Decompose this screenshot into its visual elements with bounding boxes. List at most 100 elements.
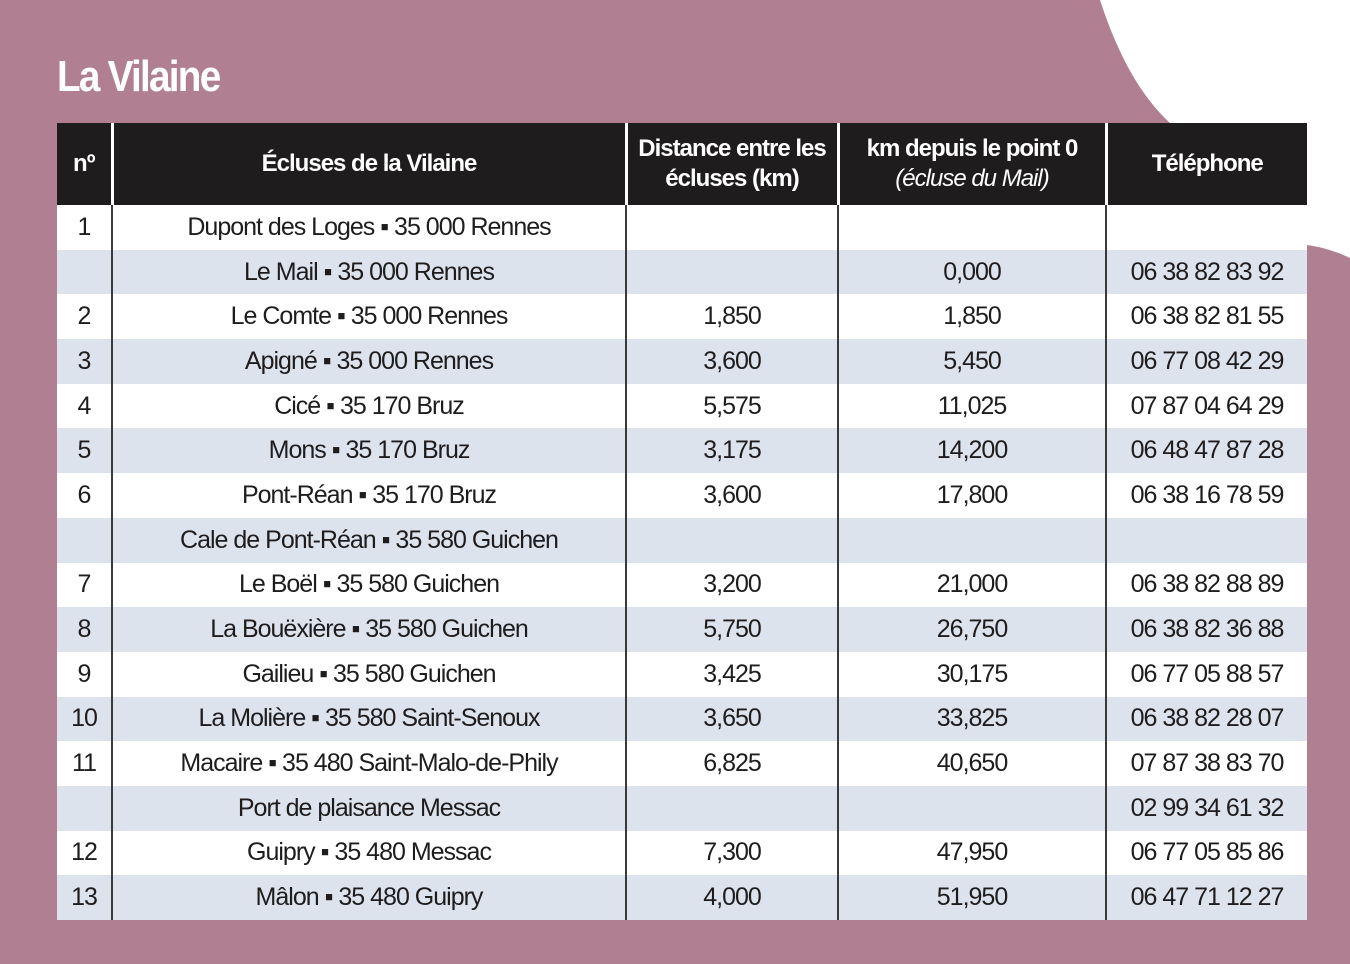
table-cell: 6,825: [625, 741, 838, 786]
table-cell: 06 48 47 87 28: [1105, 428, 1307, 474]
table-row: 9 Gailieu ▪ 35 580 Guichen 3,425 30,175 06 7…: [57, 651, 1307, 697]
table-cell: 33,825: [837, 696, 1106, 742]
table-cell: La Bouëxière ▪ 35 580 Guichen: [111, 607, 626, 652]
table-row: Port de plaisance Messac 02 99 34 61 32: [57, 785, 1307, 831]
empty-cell: [57, 517, 112, 563]
column-header: nº: [57, 123, 112, 205]
table-cell: Le Comte ▪ 35 000 Rennes: [111, 294, 626, 340]
empty-cell: [1105, 205, 1307, 250]
table-body: 1 Dupont des Loges ▪ 35 000 Rennes Le Mail…: [57, 205, 1307, 920]
table-cell: 7,300: [625, 830, 838, 876]
table-cell: 5: [57, 428, 112, 474]
table-cell: 3,600: [625, 473, 838, 518]
table-row: 2 Le Comte ▪ 35 000 Rennes 1,850 1,850 06 38…: [57, 294, 1307, 340]
table-cell: 07 87 38 83 70: [1105, 741, 1307, 786]
empty-cell: [837, 785, 1106, 831]
table-row: 7 Le Boël ▪ 35 580 Guichen 3,200 21,000 06 3…: [57, 562, 1307, 608]
empty-cell: [625, 249, 838, 295]
table-cell: 47,950: [837, 830, 1106, 876]
table-cell: Dupont des Loges ▪ 35 000 Rennes: [111, 205, 626, 250]
table-cell: 7: [57, 562, 112, 608]
table-row: 6 Pont-Réan ▪ 35 170 Bruz 3,600 17,800 06 38…: [57, 473, 1307, 518]
table-cell: Port de plaisance Messac: [111, 785, 626, 831]
table-cell: 21,000: [837, 562, 1106, 608]
table-cell: 51,950: [837, 875, 1106, 920]
table-cell: Cicé ▪ 35 170 Bruz: [111, 383, 626, 429]
table-cell: 13: [57, 875, 112, 920]
empty-cell: [57, 785, 112, 831]
table-cell: Le Boël ▪ 35 580 Guichen: [111, 562, 626, 608]
table-cell: 06 38 82 28 07: [1105, 696, 1307, 742]
table-cell: 5,450: [837, 339, 1106, 384]
table-cell: Macaire ▪ 35 480 Saint-Malo-de-Phily: [111, 741, 626, 786]
table-cell: 06 38 82 83 92: [1105, 249, 1307, 295]
empty-cell: [625, 205, 838, 250]
table-cell: 5,575: [625, 383, 838, 429]
table-row: 11 Macaire ▪ 35 480 Saint-Malo-de-Phily 6,…: [57, 741, 1307, 786]
table-row: 12 Guipry ▪ 35 480 Messac 7,300 47,950 06 77…: [57, 830, 1307, 876]
header-row: nº Écluses de la Vilaine Distance entre le…: [57, 123, 1307, 205]
empty-cell: [1105, 517, 1307, 563]
table-cell: 4,000: [625, 875, 838, 920]
table-cell: 07 87 04 64 29: [1105, 383, 1307, 429]
table-row: 1 Dupont des Loges ▪ 35 000 Rennes: [57, 205, 1307, 250]
table-cell: 11,025: [837, 383, 1106, 429]
table-cell: 3,200: [625, 562, 838, 608]
table-cell: 1,850: [625, 294, 838, 340]
table-cell: 5,750: [625, 607, 838, 652]
table-cell: Apigné ▪ 35 000 Rennes: [111, 339, 626, 384]
table-cell: 12: [57, 830, 112, 876]
table-cell: 40,650: [837, 741, 1106, 786]
table-cell: Mâlon ▪ 35 480 Guipry: [111, 875, 626, 920]
table-cell: 3: [57, 339, 112, 384]
table-cell: 06 38 82 36 88: [1105, 607, 1307, 652]
table-row: 13 Mâlon ▪ 35 480 Guipry 4,000 51,950 06 47 …: [57, 875, 1307, 920]
column-header: Écluses de la Vilaine: [110, 123, 626, 205]
table-cell: 14,200: [837, 428, 1106, 474]
table-cell: Le Mail ▪ 35 000 Rennes: [111, 249, 626, 295]
table-cell: 06 38 82 81 55: [1105, 294, 1307, 340]
column-header-sub: (écluse du Mail): [895, 165, 1049, 192]
table-cell: 2: [57, 294, 112, 340]
empty-cell: [837, 205, 1106, 250]
table-cell: 3,425: [625, 651, 838, 697]
corner-shape: [1100, 0, 1350, 258]
table-cell: 9: [57, 651, 112, 697]
table-cell: 0,000: [837, 249, 1106, 295]
title: La Vilaine: [57, 52, 221, 101]
empty-cell: [625, 785, 838, 831]
table-cell: 06 38 16 78 59: [1105, 473, 1307, 518]
column-header: km depuis le point 0 (écluse du Mail): [836, 123, 1106, 205]
table-cell: 06 47 71 12 27: [1105, 875, 1307, 920]
table-cell: 06 77 05 85 86: [1105, 830, 1307, 876]
table-cell: 02 99 34 61 32: [1105, 785, 1307, 831]
empty-cell: [57, 249, 112, 295]
table-cell: 3,650: [625, 696, 838, 742]
table-row: Cale de Pont-Réan ▪ 35 580 Guichen: [57, 517, 1307, 563]
table-row: 3 Apigné ▪ 35 000 Rennes 3,600 5,450 06 77 0…: [57, 339, 1307, 384]
table-cell: Guipry ▪ 35 480 Messac: [111, 830, 626, 876]
table-cell: 3,175: [625, 428, 838, 474]
column-header: Téléphone: [1104, 123, 1307, 205]
table-cell: 26,750: [837, 607, 1106, 652]
table-cell: 1,850: [837, 294, 1106, 340]
table-cell: 06 77 05 88 57: [1105, 651, 1307, 697]
locks-table: nº Écluses de la Vilaine Distance entre le…: [57, 123, 1307, 920]
table-cell: 4: [57, 383, 112, 429]
table-row: 10 La Molière ▪ 35 580 Saint-Senoux 3,650 3…: [57, 696, 1307, 742]
empty-cell: [625, 517, 838, 563]
table-cell: La Molière ▪ 35 580 Saint-Senoux: [111, 696, 626, 742]
table-cell: 6: [57, 473, 112, 518]
table-cell: Cale de Pont-Réan ▪ 35 580 Guichen: [111, 517, 626, 563]
table-cell: Gailieu ▪ 35 580 Guichen: [111, 651, 626, 697]
table-row: 4 Cicé ▪ 35 170 Bruz 5,575 11,025 07 87 04 6…: [57, 383, 1307, 429]
table-cell: 8: [57, 607, 112, 652]
table-cell: 17,800: [837, 473, 1106, 518]
table-cell: 3,600: [625, 339, 838, 384]
table-cell: 06 38 82 88 89: [1105, 562, 1307, 608]
table-cell: 1: [57, 205, 112, 250]
table-cell: 30,175: [837, 651, 1106, 697]
table-cell: 10: [57, 696, 112, 742]
